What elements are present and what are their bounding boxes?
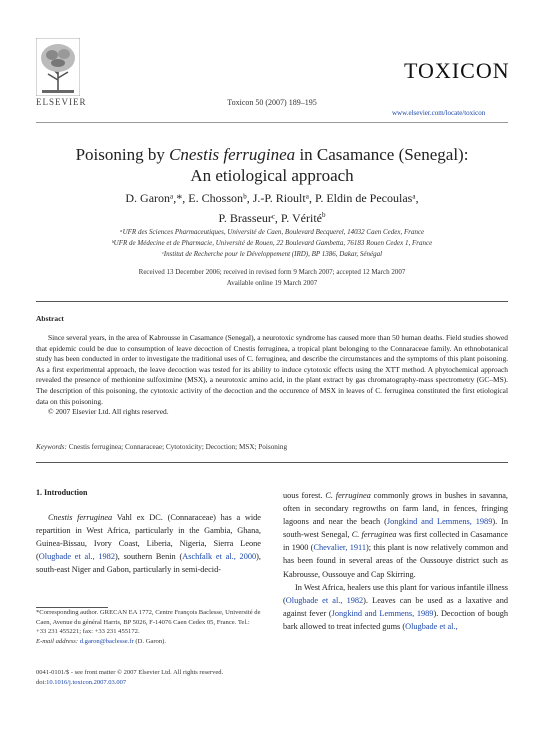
section-heading-introduction: 1. Introduction (36, 488, 88, 497)
journal-url-link[interactable]: www.elsevier.com/locate/toxicon (392, 109, 486, 117)
keywords-label: Keywords: (36, 443, 67, 451)
footnote-email-line: E-mail address: d.garon@baclesse.fr (D. … (36, 637, 166, 645)
keywords: Keywords: Cnestis ferruginea; Connaracea… (36, 443, 508, 451)
footnote-text: *Corresponding author. GRECAN EA 1772, C… (36, 609, 261, 636)
issn-copyright: 0041-0101/$ - see front matter © 2007 El… (36, 669, 224, 676)
ref-link[interactable]: Olugbade et al., 1982 (38, 552, 115, 562)
abstract-copyright: © 2007 Elsevier Ltd. All rights reserved… (48, 407, 169, 417)
authors-line-2: P. Brasseurᶜ, P. Véritéb (218, 211, 326, 225)
abstract-top-rule (36, 301, 508, 302)
footnote-rule (36, 607, 108, 608)
abstract-body: Since several years, in the area of Kabr… (36, 333, 508, 418)
ref-link[interactable]: Jongkind and Lemmens, 1989 (386, 517, 493, 527)
ref-link[interactable]: Chevalier, 1911 (313, 543, 367, 553)
affiliation-a: ᵃUFR des Sciences Pharmaceutiques, Unive… (119, 228, 425, 236)
ref-link[interactable]: Aschfalk et al., 2000 (182, 552, 257, 562)
affiliation-b: ᵇUFR de Médecine et de Pharmacie, Univer… (111, 239, 433, 247)
left-column: Cnestis ferruginea Vahl ex DC. (Connarac… (36, 511, 261, 576)
intro-paragraph-2: In West Africa, healers use this plant f… (283, 582, 509, 631)
received-dates: Received 13 December 2006; received in r… (138, 268, 406, 276)
ref-link[interactable]: Olugbade et al., 1982 (285, 595, 364, 605)
keywords-rule (36, 462, 508, 463)
right-column: uous forest. C. ferruginea commonly grow… (283, 489, 508, 633)
abstract-heading: Abstract (36, 314, 64, 323)
affiliations: ᵃUFR des Sciences Pharmaceutiques, Unive… (36, 227, 508, 260)
article-title: Poisoning by Cnestis ferruginea in Casam… (75, 145, 469, 185)
intro-paragraph-1: Cnestis ferruginea Vahl ex DC. (Connarac… (36, 513, 261, 575)
front-matter: 0041-0101/$ - see front matter © 2007 El… (36, 668, 336, 688)
elsevier-tree-logo (36, 38, 80, 96)
journal-citation: Toxicon 50 (2007) 189–195 (227, 98, 317, 107)
journal-name: TOXICON (404, 58, 510, 83)
available-online: Available online 19 March 2007 (226, 279, 318, 287)
abstract-text: Since several years, in the area of Kabr… (36, 333, 508, 406)
corresponding-author-footnote: *Corresponding author. GRECAN EA 1772, C… (36, 604, 261, 646)
keywords-list: Cnestis ferruginea; Connaraceae; Cytotox… (66, 443, 288, 451)
publisher-name: ELSEVIER (36, 97, 87, 107)
doi-line: doi:10.1016/j.toxicon.2007.03.007 (36, 679, 127, 686)
ref-link[interactable]: Olugbade et al., (405, 621, 458, 631)
doi-link[interactable]: 10.1016/j.toxicon.2007.03.007 (46, 679, 127, 686)
authors-line-1: D. Garonᵃ,*, E. Chossonᵇ, J.-P. Rioultᵃ,… (125, 191, 419, 205)
email-link[interactable]: d.garon@baclesse.fr (79, 637, 134, 645)
intro-paragraph-1-cont: uous forest. C. ferruginea commonly grow… (283, 491, 509, 579)
header-rule (36, 122, 508, 123)
author-list: D. Garonᵃ,*, E. Chossonᵇ, J.-P. Rioultᵃ,… (36, 190, 508, 227)
article-history: Received 13 December 2006; received in r… (36, 267, 508, 289)
ref-link[interactable]: Jongkind and Lemmens, 1989 (331, 608, 434, 618)
affiliation-c: ᶜInstitut de Recherche pour le Développe… (161, 250, 383, 258)
